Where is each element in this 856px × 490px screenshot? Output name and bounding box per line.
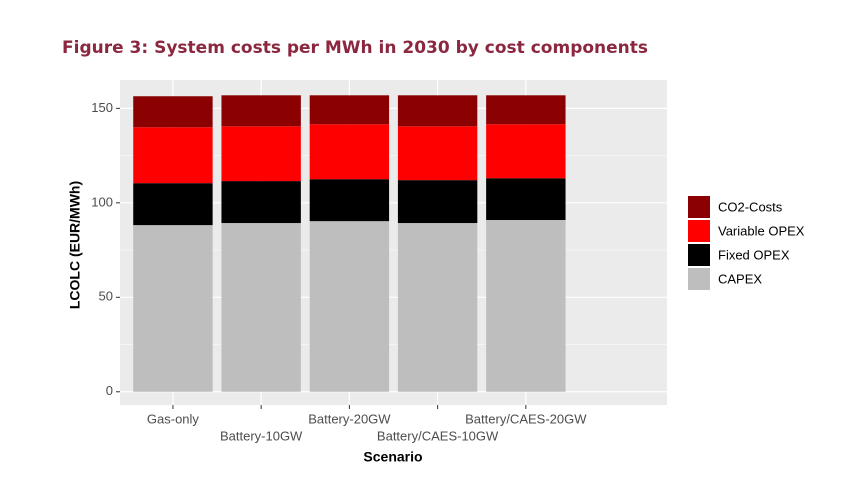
legend-swatch xyxy=(688,220,710,242)
bar-segment xyxy=(486,95,566,125)
bar-segment xyxy=(309,124,390,180)
bar-segment xyxy=(221,223,301,392)
x-tick-label: Battery/CAES-20GW xyxy=(465,411,587,426)
legend-swatch xyxy=(688,196,710,218)
bar-segment xyxy=(397,95,478,127)
legend-swatch xyxy=(688,244,710,266)
x-tick-label: Gas-only xyxy=(147,411,200,426)
chart-title: Figure 3: System costs per MWh in 2030 b… xyxy=(62,38,648,58)
bar-segment xyxy=(486,124,566,179)
legend-label: CAPEX xyxy=(718,271,762,286)
legend-label: Fixed OPEX xyxy=(718,247,790,262)
legend-swatch xyxy=(688,268,710,290)
bar-segment xyxy=(397,223,478,392)
y-tick-label: 50 xyxy=(99,289,113,304)
bar-segment xyxy=(486,220,566,392)
legend-label: Variable OPEX xyxy=(718,223,805,238)
x-tick-label: Battery-10GW xyxy=(220,428,303,443)
y-tick-label: 0 xyxy=(106,383,113,398)
bar-segment xyxy=(221,95,301,127)
bar-segment xyxy=(309,95,390,125)
x-tick-label: Battery-20GW xyxy=(308,411,391,426)
y-axis-title: LCOLC (EUR/MWh) xyxy=(67,181,83,309)
legend-label: CO2-Costs xyxy=(718,199,783,214)
bar-segment xyxy=(397,180,478,224)
bar-segment xyxy=(133,96,213,128)
bar-segment xyxy=(309,179,390,222)
x-tick-label: Battery/CAES-10GW xyxy=(377,428,499,443)
bar-segment xyxy=(397,126,478,181)
bar-segment xyxy=(221,181,301,224)
bar-segment xyxy=(133,225,213,392)
bar-segment xyxy=(133,127,213,184)
y-tick-label: 100 xyxy=(91,194,113,209)
bar-segment xyxy=(133,183,213,226)
bar-segment xyxy=(221,126,301,182)
x-axis-title: Scenario xyxy=(363,449,422,465)
bar-segment xyxy=(309,221,390,392)
y-tick-label: 150 xyxy=(91,100,113,115)
bar-segment xyxy=(486,178,566,221)
